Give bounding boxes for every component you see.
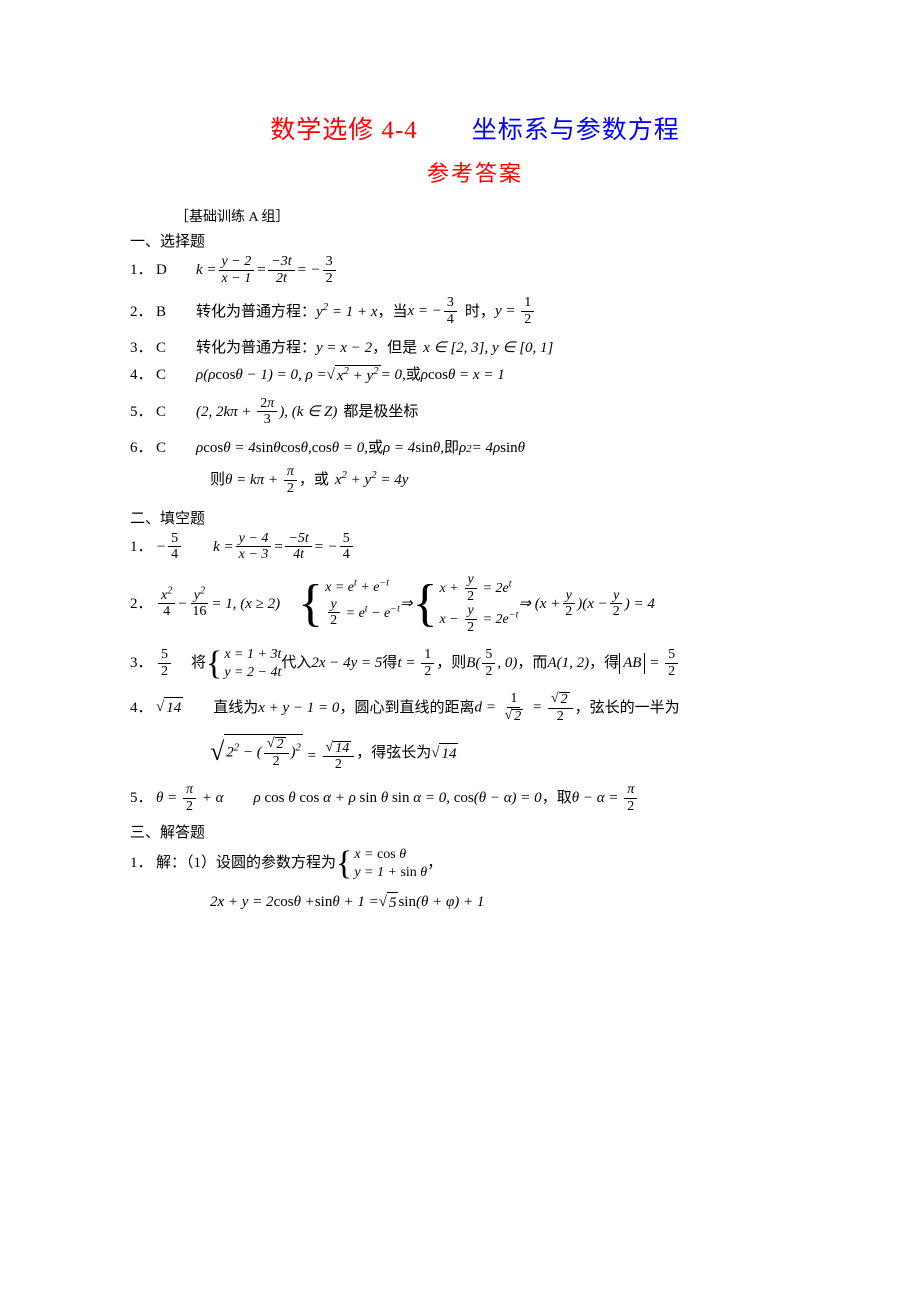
q-num: 2．	[130, 302, 156, 323]
choice-4: 4． C ρ(ρ cos θ − 1) = 0, ρ = √x2 + y2 = …	[130, 365, 820, 387]
q-ans: B	[156, 302, 196, 323]
choice-2: 2． B 转化为普通方程： y2 = 1 + x ，当 x = −34 时， y…	[130, 296, 820, 327]
q-num: 4．	[130, 698, 156, 719]
fill-3: 3． 52 将 { x = 1 + 3t y = 2 − 4t 代入 2x − …	[130, 646, 820, 682]
q-num: 3．	[130, 653, 156, 674]
f4b-expr: √22 − (√22)2 = √142 ，得弦长为 √14	[210, 734, 458, 773]
choice-6: 6． C ρ cos θ = 4 sin θ cos θ, cos θ = 0,…	[130, 438, 820, 459]
title-right: 坐标系与参数方程	[472, 117, 680, 144]
q-num: 1．	[130, 537, 156, 558]
q-ans: C	[156, 365, 196, 386]
choice-3: 3． C 转化为普通方程： y = x − 2 ，但是 x ∈ [2, 3], …	[130, 338, 820, 359]
title-line: 数学选修 4-4 坐标系与参数方程	[130, 110, 820, 146]
q-num: 2．	[130, 594, 156, 615]
f1-expr: −54 k = y − 4x − 3 = −5t4t = − 54	[156, 532, 355, 563]
q-num: 3．	[130, 338, 156, 359]
fill-2: 2． x24 − y216 = 1, (x ≥ 2) { x = et + e−…	[130, 573, 820, 636]
choice-1: 1． D k = y − 2x − 1 = −3t2t = − 32	[130, 255, 820, 286]
part2-head: 二、填空题	[130, 507, 820, 528]
title-left: 数学选修 4-4	[270, 117, 418, 144]
fill-1: 1． −54 k = y − 4x − 3 = −5t4t = − 54	[130, 532, 820, 563]
solve-1: 1． 解：（1）设圆的参数方程为 { x = cos θ y = 1 + sin…	[130, 846, 820, 882]
f2-expr: x24 − y216 = 1, (x ≥ 2) { x = et + e−t y…	[156, 573, 655, 636]
q-ans: C	[156, 338, 196, 359]
q-ans: D	[156, 260, 196, 281]
q-num: 5．	[130, 788, 156, 809]
q1-expr: k = y − 2x − 1 = −3t2t = − 32	[196, 255, 338, 286]
q-num: 5．	[130, 402, 156, 423]
fill-5: 5． θ = π2 + α ρ cos θ cos α + ρ sin θ si…	[130, 783, 820, 814]
q6-expr: ρ cos θ = 4 sin θ cos θ, cos θ = 0, 或ρ =…	[196, 438, 525, 459]
q3-expr: 转化为普通方程： y = x − 2 ，但是 x ∈ [2, 3], y ∈ […	[196, 338, 553, 359]
s1b-expr: 2x + y = 2 cos θ + sin θ + 1 = √5 sin(θ …	[210, 892, 484, 914]
choice-6b: 则 θ = kπ + π2 ，或 x2 + y2 = 4y	[210, 465, 820, 496]
page: 数学选修 4-4 坐标系与参数方程 参考答案 ［基础训练 A 组］ 一、选择题 …	[0, 0, 920, 984]
q-num: 1．	[130, 853, 156, 874]
q-num: 1．	[130, 260, 156, 281]
solve-1b: 2x + y = 2 cos θ + sin θ + 1 = √5 sin(θ …	[210, 892, 820, 914]
f3-expr: 52 将 { x = 1 + 3t y = 2 − 4t 代入 2x − 4y …	[156, 646, 680, 682]
part1-head: 一、选择题	[130, 230, 820, 251]
fill-4: 4． √14 直线为 x + y − 1 = 0 ，圆心到直线的距离 d = 1…	[130, 692, 820, 724]
s1-expr: 解：（1）设圆的参数方程为 { x = cos θ y = 1 + sin θ …	[156, 846, 442, 882]
q-num: 6．	[130, 438, 156, 459]
f5-expr: θ = π2 + α ρ cos θ cos α + ρ sin θ sin α…	[156, 783, 639, 814]
subtitle: 参考答案	[130, 156, 820, 188]
q2-expr: 转化为普通方程： y2 = 1 + x ，当 x = −34 时， y = 12	[196, 296, 536, 327]
fill-4b: √22 − (√22)2 = √142 ，得弦长为 √14	[210, 734, 820, 773]
f4-expr: √14 直线为 x + y − 1 = 0 ，圆心到直线的距离 d = 1√2 …	[156, 692, 680, 724]
q-num: 4．	[130, 365, 156, 386]
choice-5: 5． C (2, 2kπ + 2π3), (k ∈ Z) 都是极坐标	[130, 397, 820, 428]
q5-expr: (2, 2kπ + 2π3), (k ∈ Z) 都是极坐标	[196, 397, 418, 428]
q6b-expr: 则 θ = kπ + π2 ，或 x2 + y2 = 4y	[210, 465, 408, 496]
q4-expr: ρ(ρ cos θ − 1) = 0, ρ = √x2 + y2 = 0, 或ρ…	[196, 365, 505, 387]
q-ans: C	[156, 438, 196, 459]
part3-head: 三、解答题	[130, 821, 820, 842]
q-ans: C	[156, 402, 196, 423]
section-a-note: ［基础训练 A 组］	[175, 206, 820, 226]
